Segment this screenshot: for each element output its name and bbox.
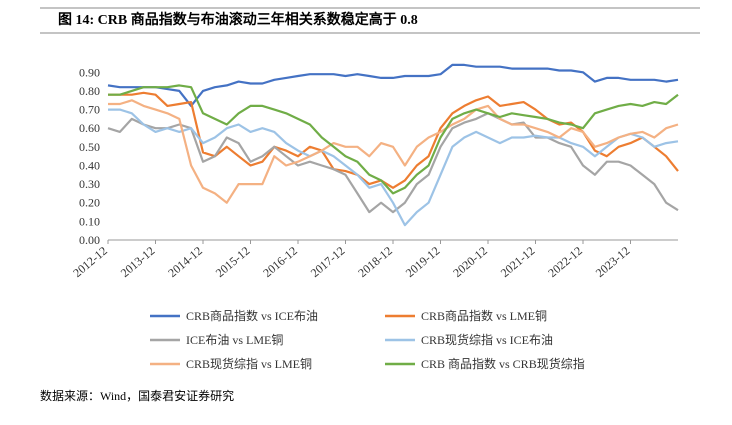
x-tick-label: 2014-12	[165, 244, 205, 280]
y-tick-label: 0.40	[79, 158, 100, 172]
x-tick-label: 2019-12	[403, 244, 443, 280]
x-tick-label: 2015-12	[213, 244, 253, 280]
x-tick-label: 2013-12	[118, 244, 158, 280]
x-tick-label: 2018-12	[355, 244, 395, 280]
x-tick-label: 2022-12	[545, 244, 585, 280]
y-tick-label: 0.70	[79, 103, 100, 117]
x-tick-label: 2021-12	[498, 244, 538, 280]
x-tick-label: 2012-12	[70, 244, 110, 280]
y-tick-label: 0.90	[79, 65, 100, 79]
y-tick-label: 0.50	[79, 140, 100, 154]
x-tick-label: 2023-12	[593, 244, 633, 280]
legend-label: CRB现货综指 vs LME铜	[186, 356, 312, 371]
x-tick-label: 2020-12	[450, 244, 490, 280]
legend-label: CRB商品指数 vs ICE布油	[186, 308, 318, 323]
x-tick-label: 2017-12	[308, 244, 348, 280]
y-tick-label: 0.80	[79, 84, 100, 98]
series-line	[108, 108, 679, 227]
source-note: 数据来源：Wind，国泰君安证券研究	[40, 388, 234, 403]
y-tick-label: 0.20	[79, 196, 100, 210]
legend-label: CRB现货综指 vs ICE布油	[421, 332, 553, 347]
x-tick-label: 2016-12	[260, 244, 300, 280]
series-line	[108, 84, 679, 195]
y-tick-label: 0.30	[79, 177, 100, 191]
legend-label: ICE布油 vs LME铜	[186, 332, 283, 347]
legend-label: CRB 商品指数 vs CRB现货综指	[421, 356, 585, 371]
series-line	[107, 63, 679, 107]
y-tick-label: 0.60	[79, 121, 100, 135]
y-tick-label: 0.10	[79, 214, 100, 228]
legend-label: CRB商品指数 vs LME铜	[421, 308, 547, 323]
series-line	[107, 112, 679, 214]
chart-title: 图 14: CRB 商品指数与布油滚动三年相关系数稳定高于 0.8	[58, 11, 418, 28]
y-tick-label: 0.00	[79, 233, 100, 247]
series-line	[108, 99, 679, 204]
